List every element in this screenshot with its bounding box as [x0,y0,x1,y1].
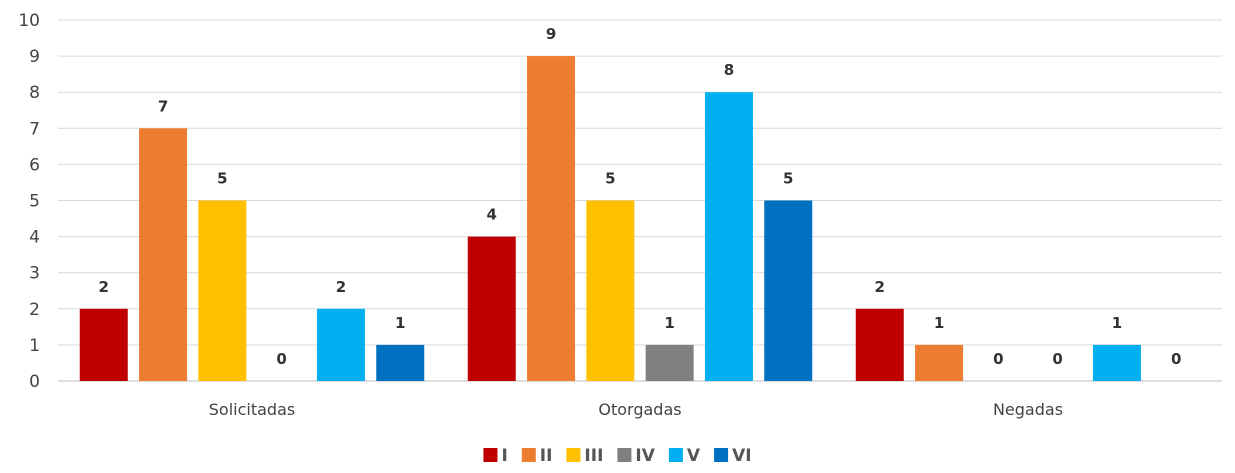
bar[interactable] [645,344,694,381]
legend-item[interactable]: IV [617,446,656,466]
y-axis-ticks: 0 1 2 3 4 5 6 7 8 9 10 [18,11,40,392]
legend-swatch [566,448,581,462]
bar[interactable] [764,200,813,382]
legend-swatch [617,448,632,462]
legend-item[interactable]: VI [714,446,752,466]
y-tick-label: 8 [29,83,40,103]
y-tick-label: 4 [29,228,40,248]
data-label: 7 [158,97,168,115]
data-label: 1 [1112,314,1122,332]
y-tick-label: 7 [29,119,40,139]
bar[interactable] [79,308,128,381]
x-category-label: Solicitadas [209,400,295,419]
legend-label: V [687,446,701,466]
x-category-label: Otorgadas [598,400,681,419]
y-tick-label: 2 [29,300,40,320]
bar[interactable] [139,128,188,381]
legend-swatch [668,448,683,462]
bar[interactable] [704,92,753,381]
data-label: 9 [546,25,556,43]
grid-lines [58,19,1222,382]
bar[interactable] [527,56,576,381]
legend-swatch [714,448,729,462]
bar[interactable] [855,308,904,381]
bar[interactable] [376,344,425,381]
y-tick-label: 6 [29,155,40,175]
legend-label: I [501,446,507,466]
y-tick-label: 10 [18,11,40,31]
y-tick-label: 9 [29,47,40,67]
legend-item[interactable]: III [566,446,603,466]
legend-label: IV [635,446,655,466]
data-label: 2 [99,278,109,296]
data-label: 0 [276,350,286,368]
legend-swatch [483,448,498,462]
data-label: 5 [217,170,227,188]
data-label: 1 [664,314,674,332]
data-label: 1 [934,314,944,332]
bar[interactable] [316,308,365,381]
data-label: 5 [783,170,793,188]
y-tick-label: 1 [29,336,40,356]
y-tick-label: 0 [29,372,40,392]
data-label: 0 [1171,350,1181,368]
x-axis-categories: Solicitadas Otorgadas Negadas [209,400,1063,419]
bars [79,56,1141,382]
data-label: 0 [1052,350,1062,368]
legend-item[interactable]: V [668,446,701,466]
bar[interactable] [198,200,247,382]
legend-label: II [540,446,553,466]
data-label: 0 [993,350,1003,368]
legend-swatch [521,448,536,462]
data-label: 2 [875,278,885,296]
data-label: 2 [336,278,346,296]
bar[interactable] [586,200,635,382]
bar[interactable] [915,344,964,381]
data-label: 8 [724,61,734,79]
legend-item[interactable]: I [483,446,508,466]
legend: I II III IV V VI [483,446,752,466]
y-tick-label: 3 [29,264,40,284]
bar[interactable] [467,236,516,381]
bar[interactable] [1092,344,1141,381]
legend-label: VI [732,446,751,466]
x-category-label: Negadas [993,400,1063,419]
data-label: 5 [605,170,615,188]
legend-item[interactable]: II [521,446,553,466]
y-tick-label: 5 [29,192,40,212]
data-label: 4 [487,206,497,224]
data-labels: 2 7 5 0 2 1 4 9 5 1 8 5 2 1 0 0 1 0 [99,25,1182,368]
data-label: 1 [395,314,405,332]
legend-label: III [584,446,603,466]
